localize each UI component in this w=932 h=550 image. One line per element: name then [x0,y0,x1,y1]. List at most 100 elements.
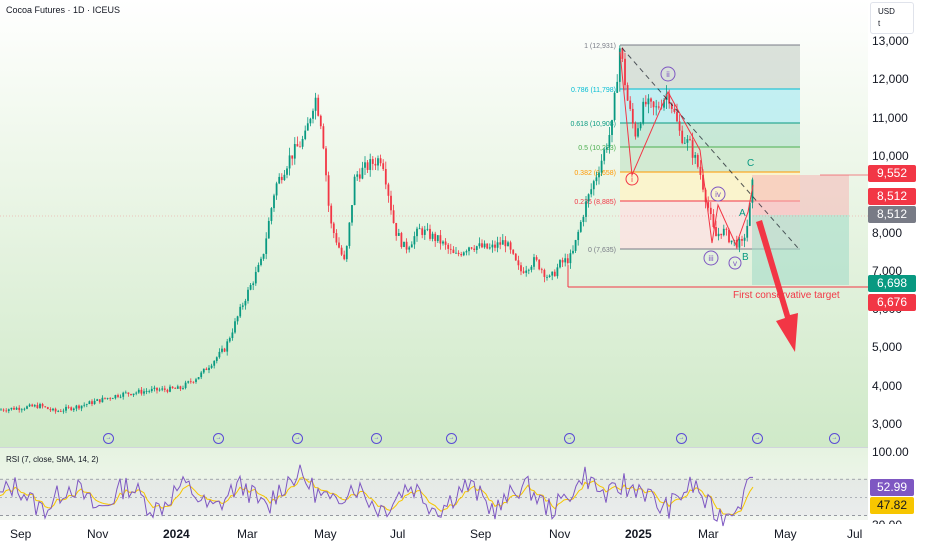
candle-body [85,404,88,405]
candle-body [319,115,322,127]
time-axis-label: May [314,527,337,541]
candle-body [228,338,231,342]
candle-body [590,189,593,195]
candle-body [26,406,28,409]
pane-divider[interactable] [0,447,868,448]
candle-body [546,276,548,278]
candle-body [530,266,533,270]
candle-body [725,228,728,230]
candle-body [455,252,457,254]
fib-level-label: 0.382 (9,658) [574,170,616,177]
candle-body [408,247,411,250]
time-axis-label: Nov [549,527,571,541]
candle-body [418,228,421,230]
candle-body [512,249,515,254]
event-marker-icon[interactable]: → [371,433,382,444]
candle-body [447,244,450,249]
candle-body [483,243,486,248]
candle-body [689,139,691,141]
fib-level-label: 0.786 (11,798) [571,87,616,94]
candle-body [457,252,460,255]
event-marker-icon[interactable]: → [676,433,687,444]
candle-body [478,243,481,247]
candle-body [470,247,473,249]
candle-body [200,372,203,378]
event-marker-icon[interactable]: → [213,433,224,444]
currency-selector[interactable]: USD t [870,2,914,34]
rsi-sma-tag: 47.82 [870,497,914,514]
candle-body [722,228,725,236]
event-marker-icon[interactable]: → [829,433,840,444]
candle-body [267,220,270,239]
candle-body [254,271,257,284]
price-axis-tick: 4,000 [872,378,903,393]
event-marker-icon[interactable]: → [292,433,303,444]
price-axis-tick: 3,000 [872,417,903,431]
candle-body [280,176,283,181]
candle-body [509,242,512,250]
wave-label-i-marker [625,172,639,186]
time-axis-label: 2024 [163,527,190,541]
candle-body [540,269,543,271]
candle-body [221,348,223,352]
candle-body [262,253,265,259]
event-marker-icon[interactable]: → [752,433,763,444]
candle-body [395,222,398,236]
event-marker-icon[interactable]: → [446,433,457,444]
rsi-title[interactable]: RSI (7, close, SMA, 14, 2) [6,455,99,464]
candle-body [647,98,650,105]
candle-body [10,407,13,410]
candle-body [379,158,382,164]
time-axis-label: Nov [87,527,109,541]
symbol-title[interactable]: Cocoa Futures · 1D · ICEUS [6,5,121,15]
candle-body [28,404,31,407]
candle-body [538,259,541,270]
candle-body [41,404,44,407]
candle-body [148,391,151,392]
candle-body [629,100,632,109]
candle-body [621,48,624,59]
candle-body [39,404,41,409]
candle-body [124,392,127,394]
candle-body [356,174,359,177]
candle-body [80,405,83,409]
candle-body [585,201,587,217]
price-tag: 8,512 [868,206,916,223]
candle-body [241,305,244,307]
candle-body [171,386,174,389]
candle-body [416,228,418,237]
wave-label-ii-marker [660,66,676,82]
candle-body [624,58,626,86]
price-axis-tick: 11,000 [872,110,908,125]
candle-body [143,391,145,394]
candle-body [699,166,702,175]
candle-body [33,405,36,407]
candle-body [351,205,353,223]
event-marker-icon[interactable]: → [103,433,114,444]
candle-body [197,377,200,380]
candle-body [720,233,723,236]
event-marker-icon[interactable]: → [564,433,575,444]
candle-body [715,227,717,237]
price-axis-tick: 8,000 [872,225,903,240]
candle-body [325,148,327,176]
projection-arrow [756,220,798,352]
candle-body [293,144,296,159]
candle-body [13,407,15,410]
candlesticks [0,45,754,414]
candle-body [551,271,554,276]
candle-body [213,360,216,366]
candle-body [52,408,54,411]
candle-body [634,123,637,137]
candle-body [223,348,226,352]
candle-body [265,238,268,254]
candle-body [577,231,580,241]
candle-body [348,222,351,246]
candle-body [655,106,658,108]
fib-level-label: 0.618 (10,908) [570,121,616,128]
candle-body [507,242,509,247]
candle-body [618,48,621,82]
candle-body [657,106,660,108]
